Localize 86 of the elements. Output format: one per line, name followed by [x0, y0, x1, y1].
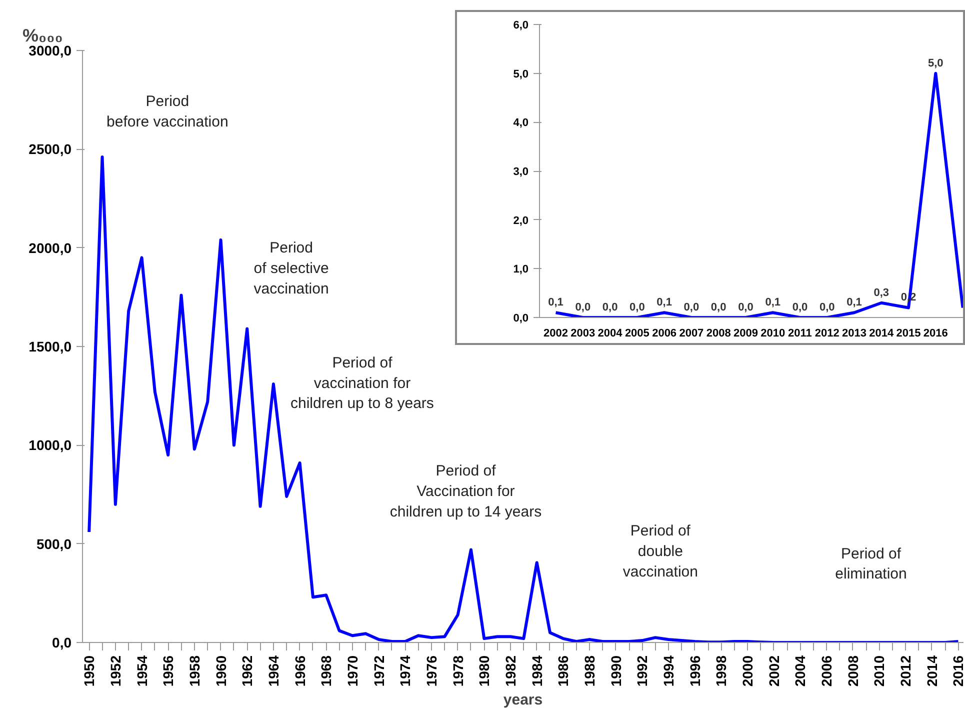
x-tick-label: 2000: [740, 655, 756, 687]
x-tick-label: 2015: [896, 328, 921, 340]
text: 0,0: [792, 302, 808, 314]
x-tick-label: 1992: [634, 655, 650, 687]
y-tick-label: 6,0: [513, 20, 529, 32]
line-series: [88, 156, 960, 642]
x-tick-label: 2014: [924, 655, 940, 687]
x-tick-label: 1980: [476, 655, 492, 687]
x-tick-label: 2010: [760, 328, 786, 340]
text: 0,0: [602, 302, 618, 314]
x-tick-label: 1950: [81, 655, 98, 687]
x-tick-label: 2012: [898, 655, 914, 687]
text: 5,0: [928, 57, 944, 70]
x-tick-label: 1974: [397, 655, 414, 687]
y-tick-label: 2000,0: [28, 240, 72, 256]
x-tick-label: 2002: [766, 655, 782, 687]
x-tick-label: 2007: [679, 328, 704, 340]
x-tick-label: 1964: [265, 655, 282, 687]
x-tick-label: 2005: [624, 328, 650, 340]
x-tick-label: 2016: [950, 655, 965, 687]
x-tick-label: 2013: [842, 328, 866, 340]
y-tick-label: 0,0: [513, 312, 529, 324]
x-tick-label: 1988: [582, 655, 598, 687]
x-tick-label: 2004: [598, 328, 624, 340]
y-tick-label: 4,0: [513, 117, 529, 130]
annotation: Period of vaccination for children up to 8 years: [290, 354, 434, 412]
x-tick-label: 1996: [686, 655, 703, 687]
text: 0,0: [819, 302, 835, 314]
x-tick-label: 2003: [570, 328, 596, 340]
x-tick-label: 1978: [450, 655, 466, 687]
x-tick-label: 1982: [502, 655, 518, 687]
text: 0,0: [738, 302, 754, 314]
x-tick-label: 1958: [186, 655, 202, 687]
x-tick-label: 1966: [292, 655, 308, 687]
x-tick-label: 1972: [370, 655, 387, 687]
y-axis-title: %₀₀₀: [22, 26, 63, 46]
text: 0,1: [656, 296, 672, 309]
x-tick-label: 2011: [788, 328, 812, 340]
x-tick-label: 2016: [923, 328, 948, 340]
text: 0,0: [710, 302, 726, 314]
x-tick-label: 1976: [423, 655, 440, 687]
x-tick-label: 2009: [733, 328, 758, 340]
y-tick-label: 1500,0: [28, 338, 72, 354]
y-tick-label: 0,0: [52, 634, 72, 650]
y-tick-label: 3000,0: [28, 42, 72, 58]
y-tick-label: 3,0: [513, 166, 529, 178]
annotation: Period before vaccination: [106, 93, 228, 130]
y-tick-label: 2,0: [513, 214, 529, 227]
text: 0,0: [630, 302, 645, 314]
annotation: Period of elimination: [835, 545, 907, 583]
x-tick-label: 1986: [555, 655, 572, 687]
y-tick-label: 1,0: [513, 264, 529, 276]
annotation: Period of selective vaccination: [254, 240, 329, 298]
y-tick-label: 500,0: [36, 536, 72, 552]
text: 0,1: [548, 296, 564, 309]
x-tick-label: 2006: [818, 655, 835, 687]
x-axis-title: years: [503, 692, 543, 709]
x-tick-label: 1956: [160, 655, 176, 687]
y-tick-label: 5,0: [513, 68, 529, 80]
annotation: Period of double vaccination: [622, 522, 698, 580]
text: 0,1: [765, 296, 780, 309]
x-tick-label: 2014: [869, 328, 895, 340]
text: 0,3: [874, 286, 890, 299]
x-tick-label: 1990: [608, 655, 624, 687]
x-tick-label: 1970: [344, 655, 360, 687]
y-tick-label: 2500,0: [28, 141, 72, 158]
x-tick-label: 1998: [713, 655, 730, 687]
x-tick-label: 1962: [239, 655, 256, 687]
x-tick-label: 1984: [528, 655, 545, 687]
x-tick-label: 2004: [792, 655, 808, 687]
x-tick-label: 1968: [318, 655, 334, 687]
x-tick-label: 2002: [544, 328, 568, 340]
x-tick-label: 1960: [212, 655, 229, 687]
x-tick-label: 2008: [706, 328, 731, 340]
y-tick-label: 1000,0: [28, 437, 72, 454]
x-tick-label: 2008: [844, 655, 861, 687]
text: 0,0: [575, 302, 591, 314]
text: 0,1: [846, 296, 862, 309]
x-tick-label: 1952: [107, 655, 124, 687]
text: 0,0: [684, 302, 700, 314]
x-tick-label: 2010: [871, 655, 888, 687]
x-tick-label: 2012: [814, 328, 840, 340]
x-tick-label: 1994: [660, 655, 677, 687]
x-tick-label: 1954: [134, 655, 150, 687]
x-tick-label: 2006: [652, 328, 677, 340]
annotation: Period of Vaccination for children up to 14 years: [390, 462, 542, 521]
